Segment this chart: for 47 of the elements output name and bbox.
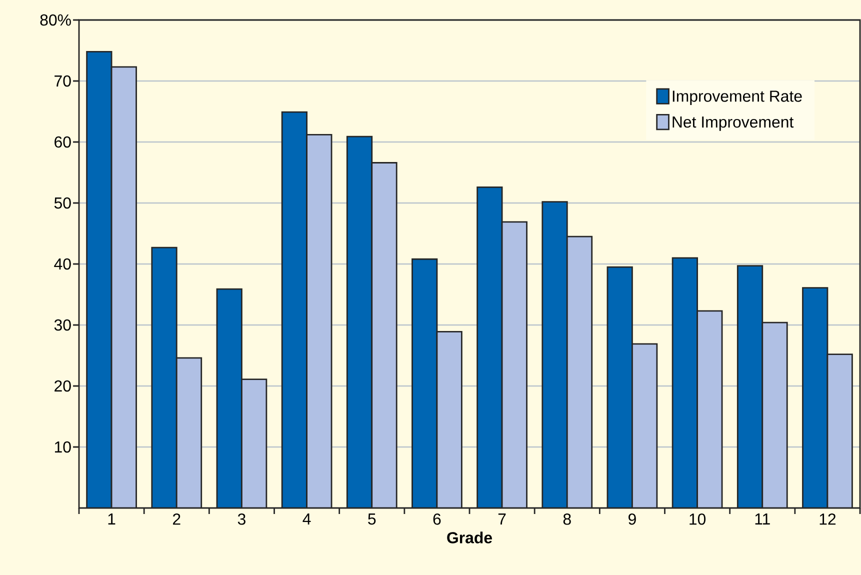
bar [347,136,372,508]
bar [826,354,853,508]
bar [306,134,332,508]
x-tick-label: 4 [302,514,311,524]
x-tick-label: 7 [498,514,506,524]
bar [502,222,527,508]
bar [436,332,462,508]
bar [477,187,502,508]
x-tick-label: 8 [563,514,571,525]
bar [542,202,568,508]
bar [607,267,632,508]
bar [282,112,307,508]
x-tick-label: 3 [238,514,246,525]
bar [697,310,722,508]
y-tick-label: 40 [54,258,71,270]
bar [738,266,762,508]
bar [567,236,592,508]
bar [802,287,828,508]
x-tick-label: 10 [690,514,706,525]
y-tick-label: 50 [54,197,71,209]
x-tick-label: 12 [820,514,836,525]
bar [112,66,136,508]
y-tick-label: 10 [54,441,71,453]
bar [762,322,788,508]
legend-label: Improvement Rate [672,90,802,105]
legend-label: Net Improvement [672,116,794,131]
x-tick-label: 1 [108,514,116,524]
y-tick-label: 30 [54,319,71,331]
bar [86,52,112,508]
bar [412,259,437,508]
y-tick-label: 80% [40,14,71,26]
y-tick-label: 70 [54,75,71,87]
bar [152,248,177,508]
bar [632,344,657,508]
x-tick-label: 5 [368,514,376,525]
x-tick-label: 2 [172,514,180,525]
bar [216,289,242,508]
y-tick-label: 60 [54,136,71,148]
x-tick-label: 11 [755,514,770,524]
bar [242,379,266,508]
bar [372,162,397,508]
x-tick-label: 6 [433,514,441,525]
bar [176,358,202,508]
bar [672,258,698,508]
y-tick-label: 20 [54,380,71,392]
x-axis-title: Grade [447,532,492,544]
x-tick-label: 9 [628,514,636,525]
